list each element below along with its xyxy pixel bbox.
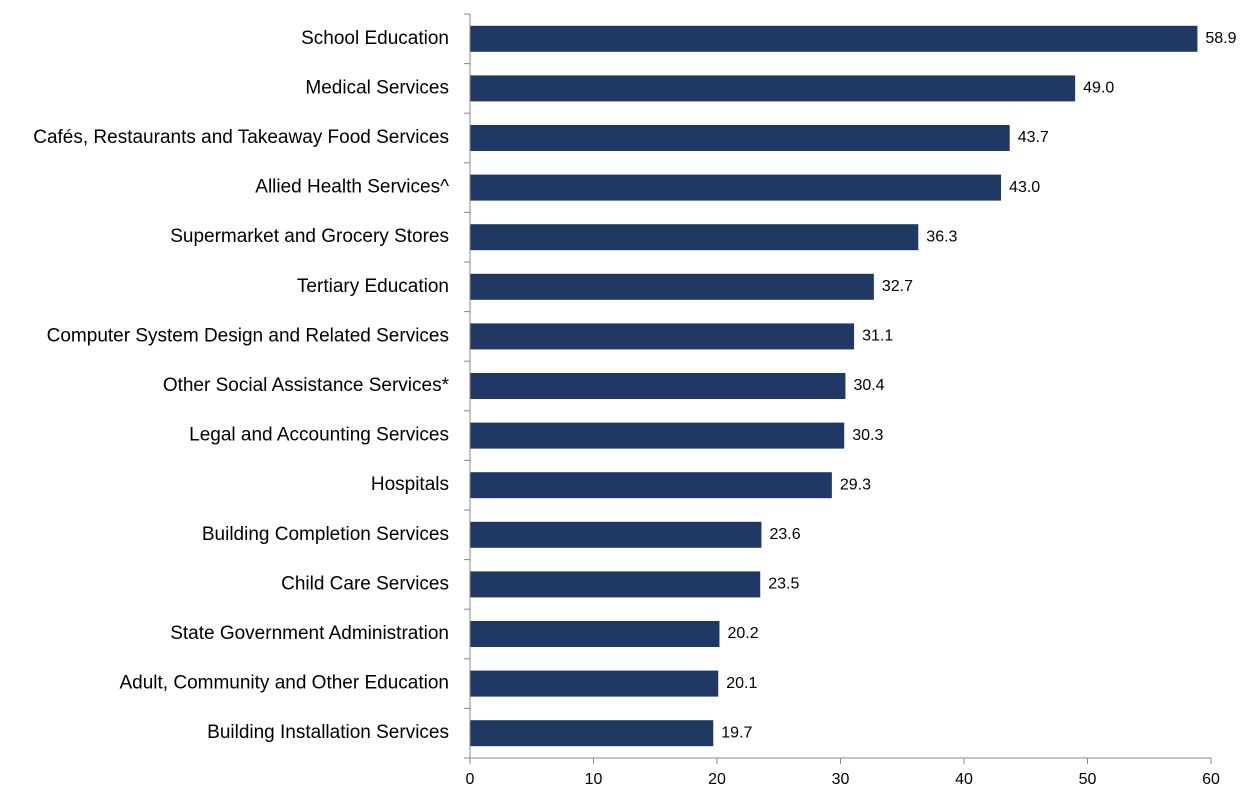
x-tick-label: 40 bbox=[955, 771, 973, 788]
value-label: 32.7 bbox=[882, 278, 913, 295]
value-label: 30.4 bbox=[853, 377, 884, 394]
category-label: Tertiary Education bbox=[297, 276, 449, 297]
axes-group bbox=[464, 13, 1212, 764]
bar bbox=[470, 571, 761, 598]
category-label: Supermarket and Grocery Stores bbox=[170, 226, 449, 247]
bar bbox=[470, 670, 719, 697]
category-label: Hospitals bbox=[371, 474, 449, 495]
category-labels: School Education Medical Services Cafés, R… bbox=[33, 28, 449, 743]
bar bbox=[470, 422, 845, 449]
value-label: 23.5 bbox=[768, 576, 799, 593]
category-label: State Government Administration bbox=[170, 623, 449, 644]
value-label: 43.0 bbox=[1009, 179, 1040, 196]
x-tick-label: 50 bbox=[1079, 771, 1097, 788]
category-label: Building Completion Services bbox=[202, 524, 449, 545]
category-label: Other Social Assistance Services* bbox=[163, 375, 450, 396]
bar bbox=[470, 621, 720, 647]
value-label: 36.3 bbox=[926, 228, 957, 245]
bar bbox=[470, 373, 846, 399]
bar bbox=[470, 125, 1010, 151]
bar bbox=[470, 224, 919, 251]
category-label: Computer System Design and Related Servi… bbox=[47, 325, 449, 346]
category-label: Legal and Accounting Services bbox=[189, 425, 449, 446]
x-tick-labels: 0 10 20 30 40 50 60 bbox=[466, 771, 1220, 788]
bar bbox=[470, 75, 1076, 102]
category-label: Child Care Services bbox=[281, 573, 449, 594]
value-label: 49.0 bbox=[1083, 80, 1114, 97]
bar bbox=[470, 521, 762, 548]
value-labels: 58.9 49.0 43.7 43.0 36.3 32.7 31.1 30.4 30.3 29.3… bbox=[721, 30, 1236, 741]
value-label: 31.1 bbox=[862, 328, 893, 345]
category-label: Medical Services bbox=[305, 77, 449, 98]
category-label: Adult, Community and Other Education bbox=[119, 673, 449, 694]
category-label: School Education bbox=[301, 28, 449, 49]
bar bbox=[470, 472, 832, 499]
x-tick-label: 60 bbox=[1202, 771, 1220, 788]
category-label: Cafés, Restaurants and Takeaway Food Ser… bbox=[33, 127, 449, 148]
value-label: 23.6 bbox=[769, 526, 800, 543]
bar bbox=[470, 25, 1198, 52]
value-label: 29.3 bbox=[840, 476, 871, 493]
value-label: 20.2 bbox=[727, 625, 758, 642]
category-label: Allied Health Services^ bbox=[255, 177, 449, 198]
x-tick-label: 10 bbox=[585, 771, 603, 788]
bar bbox=[470, 174, 1002, 201]
value-label: 30.3 bbox=[852, 427, 883, 444]
x-tick-label: 30 bbox=[832, 771, 850, 788]
value-label: 19.7 bbox=[721, 724, 752, 741]
bar bbox=[470, 273, 874, 300]
category-label: Building Installation Services bbox=[207, 722, 449, 743]
bar bbox=[470, 720, 714, 747]
x-tick-label: 20 bbox=[708, 771, 726, 788]
value-label: 43.7 bbox=[1018, 129, 1049, 146]
value-label: 20.1 bbox=[726, 675, 757, 692]
value-label: 58.9 bbox=[1205, 30, 1236, 47]
bar bbox=[470, 323, 855, 350]
bars-group bbox=[470, 25, 1198, 747]
x-tick-label: 0 bbox=[466, 771, 475, 788]
